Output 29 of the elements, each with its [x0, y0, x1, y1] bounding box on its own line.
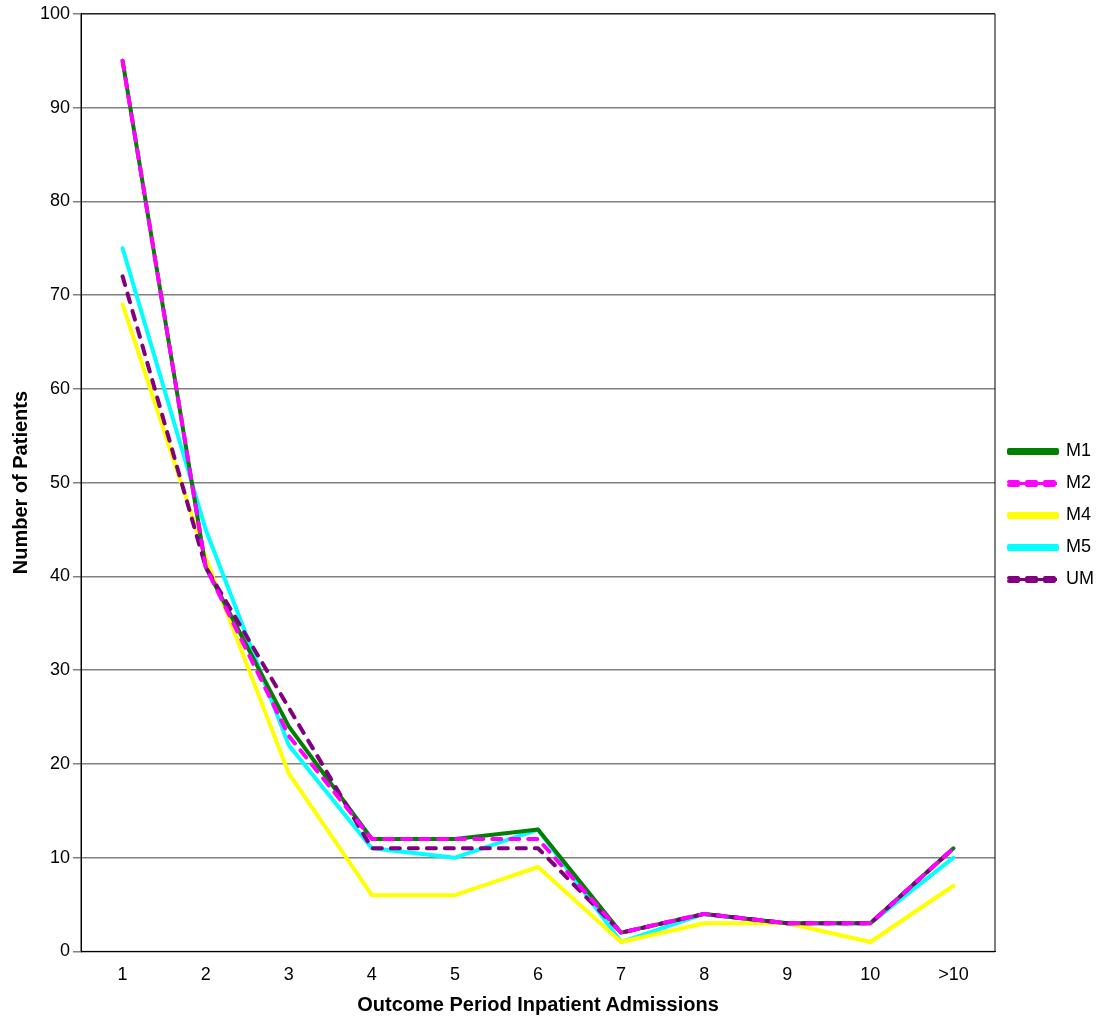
y-tick-label: 70	[50, 284, 71, 305]
y-tick-label: 90	[50, 96, 71, 117]
y-tick-label: 50	[50, 471, 71, 492]
x-tick-label: 10	[860, 964, 881, 985]
y-tick-label: 30	[50, 659, 71, 680]
legend-label: UM	[1066, 568, 1095, 589]
legend-label: M2	[1066, 472, 1092, 493]
y-tick-label: 20	[50, 752, 71, 773]
y-tick-label: 10	[50, 846, 71, 867]
x-tick-label: 3	[283, 964, 294, 985]
x-tick-label: 5	[449, 964, 460, 985]
x-tick-label: 7	[616, 964, 627, 985]
x-tick-label: 4	[366, 964, 377, 985]
x-tick-label: 1	[117, 964, 128, 985]
legend-label: M5	[1066, 536, 1092, 557]
x-tick-label: >10	[938, 964, 969, 985]
y-tick-label: 100	[39, 2, 71, 23]
x-tick-label: 6	[533, 964, 544, 985]
y-tick-label: 80	[50, 190, 71, 211]
x-axis-title: Outcome Period Inpatient Admissions	[357, 992, 719, 1015]
x-tick-label: 8	[699, 964, 710, 985]
y-axis-title: Number of Patients	[8, 390, 31, 575]
y-tick-label: 40	[50, 565, 71, 586]
legend-label: M1	[1066, 440, 1092, 461]
x-tick-label: 2	[200, 964, 211, 985]
y-tick-label: 0	[60, 940, 71, 961]
y-tick-label: 60	[50, 377, 71, 398]
x-tick-label: 9	[782, 964, 793, 985]
legend-label: M4	[1066, 504, 1092, 525]
